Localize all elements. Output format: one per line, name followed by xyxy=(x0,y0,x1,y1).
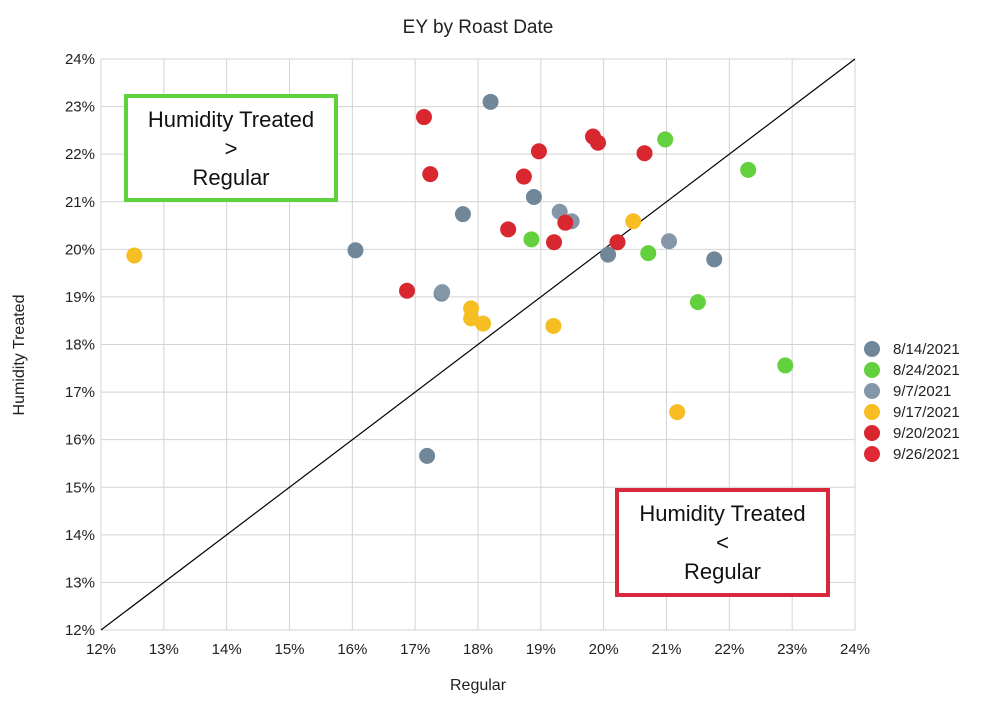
data-point xyxy=(689,294,706,311)
annotation-text: Regular xyxy=(684,559,761,584)
data-point xyxy=(777,357,794,374)
x-tick-label: 22% xyxy=(714,641,744,658)
legend-marker xyxy=(864,341,880,357)
y-axis-label: Humidity Treated xyxy=(11,295,28,416)
reference-line-group xyxy=(100,58,856,631)
x-tick-label: 16% xyxy=(337,641,367,658)
data-point xyxy=(482,93,499,110)
legend-label: 9/7/2021 xyxy=(893,383,951,400)
legend-marker xyxy=(864,425,880,441)
annotation-text: Humidity Treated xyxy=(148,107,314,132)
data-point xyxy=(661,233,678,250)
data-point xyxy=(640,245,657,262)
legend-label: 9/20/2021 xyxy=(893,425,960,442)
legend: 8/14/2021 8/24/2021 9/7/2021 9/17/2021 9/20/… xyxy=(864,341,960,463)
chart-title: EY by Roast Date xyxy=(403,17,554,38)
y-tick-label: 19% xyxy=(65,289,95,306)
data-point xyxy=(515,168,532,185)
y-tick-label: 22% xyxy=(65,146,95,163)
y-tick-label: 13% xyxy=(65,574,95,591)
x-tick-label: 15% xyxy=(274,641,304,658)
data-points xyxy=(126,93,794,464)
annotation-text: Regular xyxy=(192,165,269,190)
data-point xyxy=(600,246,617,263)
legend-marker xyxy=(864,383,880,399)
legend-label: 8/14/2021 xyxy=(893,341,960,358)
y-tick-label: 14% xyxy=(65,527,95,544)
data-point xyxy=(525,188,542,205)
x-tick-label: 17% xyxy=(400,641,430,658)
axis-ticks: 12% 13% 14% 15% 16% 17% 18% 19% 20% 21% 22% 23% 24% 1… xyxy=(65,51,870,658)
y-tick-label: 17% xyxy=(65,384,95,401)
data-point xyxy=(590,134,607,151)
y-tick-label: 16% xyxy=(65,432,95,449)
y-tick-label: 15% xyxy=(65,479,95,496)
x-tick-label: 18% xyxy=(463,641,493,658)
data-point xyxy=(419,447,436,464)
data-point xyxy=(636,145,653,162)
data-point xyxy=(126,247,143,264)
x-tick-label: 19% xyxy=(526,641,556,658)
x-tick-label: 20% xyxy=(589,641,619,658)
data-point xyxy=(740,161,757,178)
x-axis-label: Regular xyxy=(450,677,507,694)
x-tick-label: 14% xyxy=(212,641,242,658)
data-point xyxy=(422,166,439,183)
legend-label: 9/17/2021 xyxy=(893,404,960,421)
reference-line xyxy=(100,58,856,631)
data-point xyxy=(434,284,451,301)
y-tick-label: 18% xyxy=(65,337,95,354)
legend-label: 9/26/2021 xyxy=(893,446,960,463)
x-tick-label: 12% xyxy=(86,641,116,658)
annotation-text: < xyxy=(716,530,729,555)
legend-marker xyxy=(864,404,880,420)
y-tick-label: 24% xyxy=(65,51,95,68)
y-tick-label: 21% xyxy=(65,194,95,211)
data-point xyxy=(530,143,547,160)
annotation-box xyxy=(124,94,338,202)
grid xyxy=(100,58,856,631)
y-tick-label: 20% xyxy=(65,241,95,258)
annotation-box xyxy=(615,488,830,597)
x-tick-label: 21% xyxy=(651,641,681,658)
data-point xyxy=(463,310,480,327)
data-point xyxy=(454,206,471,223)
data-point xyxy=(523,231,540,248)
legend-marker xyxy=(864,362,880,378)
data-point xyxy=(398,282,415,299)
annotation-text: Humidity Treated xyxy=(639,501,805,526)
data-point xyxy=(546,234,563,251)
y-tick-label: 23% xyxy=(65,99,95,116)
data-point xyxy=(657,131,674,148)
data-point xyxy=(706,251,723,268)
data-point xyxy=(347,242,364,259)
x-tick-label: 13% xyxy=(149,641,179,658)
data-point xyxy=(609,234,626,251)
x-tick-label: 24% xyxy=(840,641,870,658)
data-point xyxy=(625,213,642,230)
legend-label: 8/24/2021 xyxy=(893,362,960,379)
legend-marker xyxy=(864,446,880,462)
y-tick-label: 12% xyxy=(65,622,95,639)
data-point xyxy=(669,404,686,421)
data-point xyxy=(475,315,492,332)
data-point xyxy=(545,317,562,334)
annotation-text: > xyxy=(225,136,238,161)
data-point xyxy=(500,221,517,238)
data-point xyxy=(557,214,574,231)
annotation-boxes: Humidity Treated > Regular Humidity Treated… xyxy=(124,94,830,597)
x-tick-label: 23% xyxy=(777,641,807,658)
data-point xyxy=(415,109,432,126)
